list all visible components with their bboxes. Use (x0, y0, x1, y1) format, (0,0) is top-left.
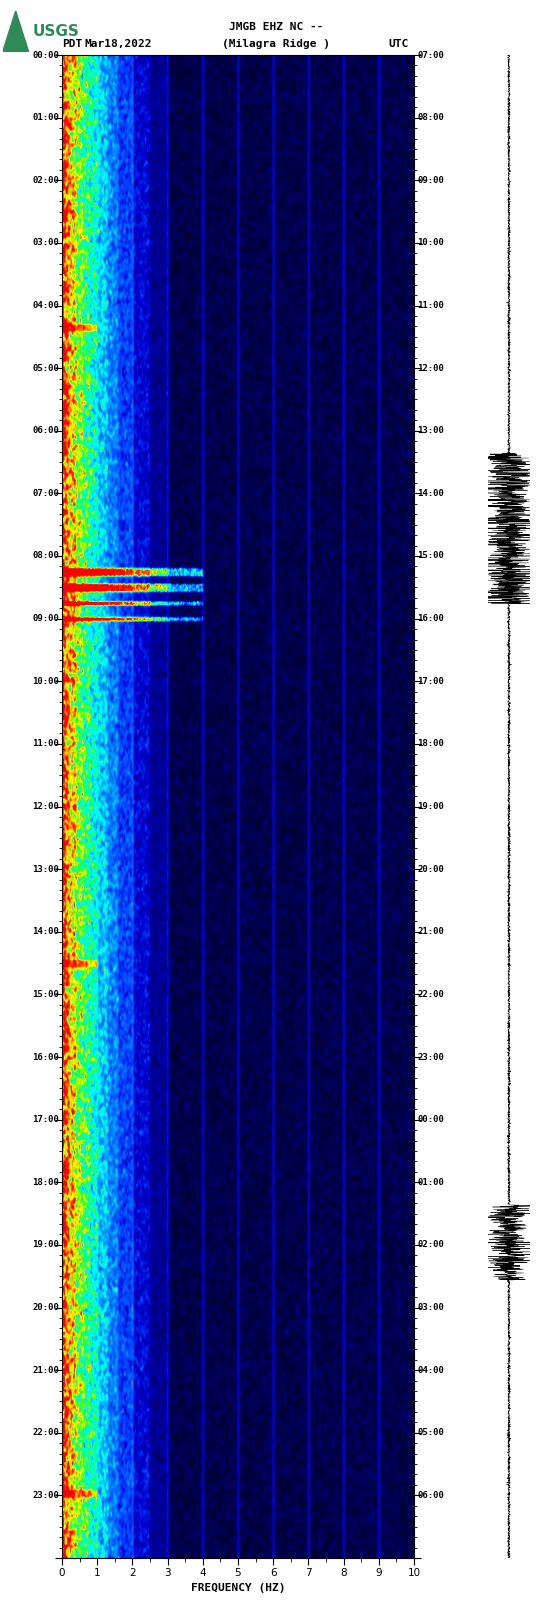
Text: 03:00: 03:00 (417, 1303, 444, 1311)
Text: 04:00: 04:00 (417, 1366, 444, 1374)
Text: 12:00: 12:00 (33, 802, 59, 811)
Text: 06:00: 06:00 (33, 426, 59, 436)
Text: 08:00: 08:00 (33, 552, 59, 560)
Text: 08:00: 08:00 (417, 113, 444, 123)
Text: 06:00: 06:00 (417, 1490, 444, 1500)
Text: 03:00: 03:00 (33, 239, 59, 247)
Text: 15:00: 15:00 (417, 552, 444, 560)
Text: PDT: PDT (62, 39, 82, 48)
Text: 12:00: 12:00 (417, 363, 444, 373)
Text: 13:00: 13:00 (33, 865, 59, 874)
Text: 05:00: 05:00 (417, 1428, 444, 1437)
Text: 16:00: 16:00 (33, 1053, 59, 1061)
Text: 23:00: 23:00 (33, 1490, 59, 1500)
Text: 21:00: 21:00 (417, 927, 444, 936)
Text: 22:00: 22:00 (33, 1428, 59, 1437)
Text: 16:00: 16:00 (417, 615, 444, 623)
Text: 01:00: 01:00 (417, 1177, 444, 1187)
Text: USGS: USGS (33, 24, 80, 39)
Polygon shape (3, 11, 29, 52)
X-axis label: FREQUENCY (HZ): FREQUENCY (HZ) (191, 1584, 285, 1594)
Text: 11:00: 11:00 (417, 302, 444, 310)
Text: 04:00: 04:00 (33, 302, 59, 310)
Text: 20:00: 20:00 (417, 865, 444, 874)
Text: 00:00: 00:00 (33, 50, 59, 60)
Text: 15:00: 15:00 (33, 990, 59, 998)
Text: 18:00: 18:00 (33, 1177, 59, 1187)
Text: Mar18,2022: Mar18,2022 (84, 39, 152, 48)
Text: 20:00: 20:00 (33, 1303, 59, 1311)
Text: 07:00: 07:00 (33, 489, 59, 498)
Text: 17:00: 17:00 (33, 1115, 59, 1124)
Text: 22:00: 22:00 (417, 990, 444, 998)
Text: 09:00: 09:00 (417, 176, 444, 185)
Text: 14:00: 14:00 (33, 927, 59, 936)
Text: 19:00: 19:00 (33, 1240, 59, 1250)
Text: 21:00: 21:00 (33, 1366, 59, 1374)
Text: 02:00: 02:00 (33, 176, 59, 185)
Text: 02:00: 02:00 (417, 1240, 444, 1250)
Text: 07:00: 07:00 (417, 50, 444, 60)
Text: UTC: UTC (388, 39, 408, 48)
Text: 05:00: 05:00 (33, 363, 59, 373)
Text: 00:00: 00:00 (417, 1115, 444, 1124)
Text: (Milagra Ridge ): (Milagra Ridge ) (222, 39, 330, 48)
Text: 23:00: 23:00 (417, 1053, 444, 1061)
Text: 11:00: 11:00 (33, 739, 59, 748)
Text: 10:00: 10:00 (33, 677, 59, 686)
Text: 09:00: 09:00 (33, 615, 59, 623)
Text: 17:00: 17:00 (417, 677, 444, 686)
Text: 10:00: 10:00 (417, 239, 444, 247)
Text: 01:00: 01:00 (33, 113, 59, 123)
Text: 19:00: 19:00 (417, 802, 444, 811)
Text: 14:00: 14:00 (417, 489, 444, 498)
Text: 18:00: 18:00 (417, 739, 444, 748)
Text: 13:00: 13:00 (417, 426, 444, 436)
Text: JMGB EHZ NC --: JMGB EHZ NC -- (229, 23, 323, 32)
